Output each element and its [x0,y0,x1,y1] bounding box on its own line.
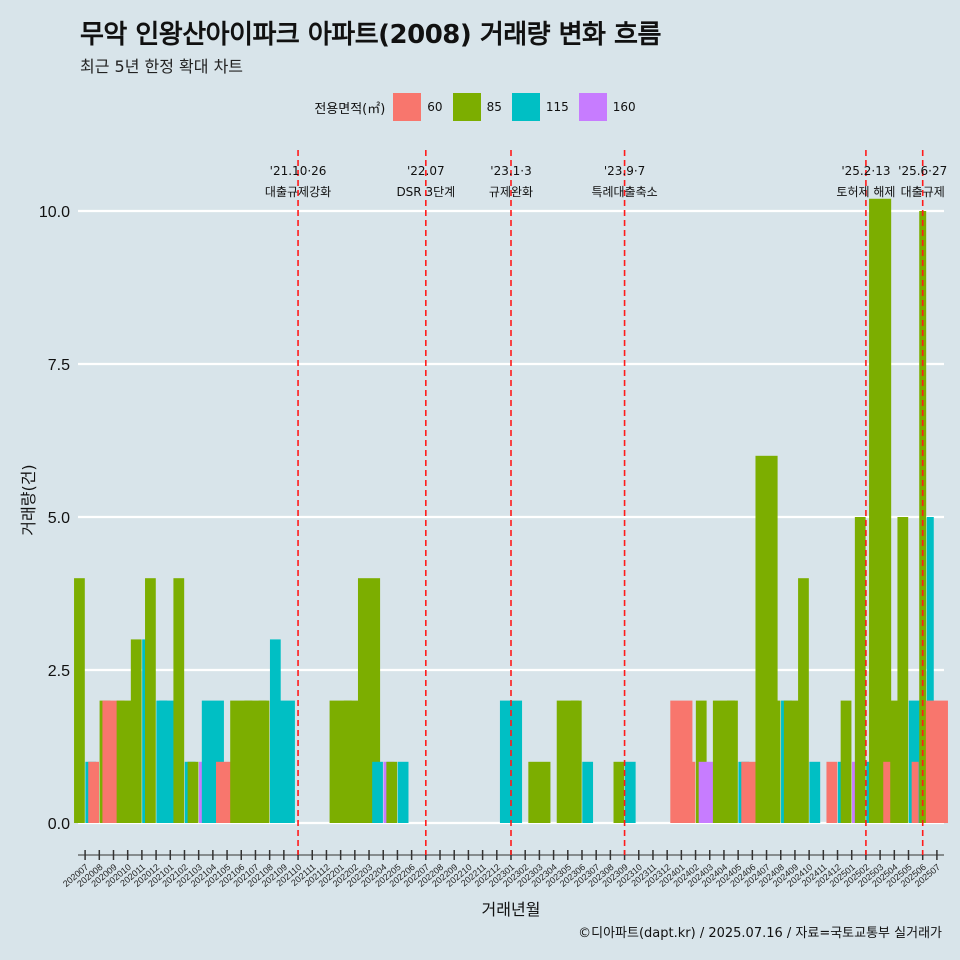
policy-date-3: '23.9·7 [604,164,645,178]
legend-item-160: 160 [578,93,636,121]
policy-label-0: 대출규제강화 [265,185,331,199]
bar-202410-115 [809,761,821,823]
legend-swatch-85 [452,93,481,121]
legend-swatch-60 [393,93,422,121]
bar-202103-85 [187,761,199,823]
legend-label-160: 160 [612,100,636,114]
y-tick-label: 5.0 [48,510,70,527]
bar-202412-60 [826,761,838,823]
bar-202504-85 [890,700,898,823]
bar-202205-85 [386,761,398,823]
bar-202205-115 [397,761,409,823]
bar-202402-60 [684,761,696,823]
legend-label-60: 60 [427,100,443,114]
bar-202204-115 [372,761,383,823]
bar-202011-85 [130,639,142,823]
bar-202306-115 [582,761,594,823]
legend-swatch-160 [578,93,607,121]
y-tick-label: 7.5 [48,357,70,374]
legend: 전용면적(㎡) 60 85 115 160 [0,93,960,121]
y-tick-label: 10.0 [39,204,70,221]
bar-202502-85 [854,517,866,823]
bar-202309-85 [613,761,625,823]
policy-date-0: '21.10·26 [270,164,327,178]
bar-202504-60 [883,761,891,823]
chart-subtitle: 최근 5년 한정 확대 차트 [80,57,244,76]
bar-202505-85 [897,517,909,823]
x-axis-title: 거래년월 [482,900,541,919]
bar-202109-115 [272,700,295,823]
policy-date-4: '25.2·13 [841,164,890,178]
legend-swatch-115 [511,93,540,121]
policy-date-1: '22.07 [407,164,445,178]
bar-202410-85 [798,578,809,823]
bar-202501-85 [840,700,852,823]
policy-label-4: 토허제 해제 [836,185,895,199]
policy-date-2: '23.1·3 [490,164,531,178]
y-axis-title: 거래량(건) [19,464,38,535]
bar-202012-85 [145,578,156,823]
legend-item-115: 115 [511,93,569,121]
policy-label-5: 대출규제 [901,185,945,199]
bar-202303-85 [528,761,551,823]
legend-label-85: 85 [486,100,502,114]
bar-202507-60 [925,700,948,823]
chart-title: 무악 인왕산아이파크 아파트(2008) 거래량 변화 흐름 [80,20,661,50]
legend-item-85: 85 [452,93,502,121]
legend-label-115: 115 [545,100,569,114]
bar-202306-85 [570,700,582,823]
legend-item-60: 60 [393,93,443,121]
bar-202408-85 [769,700,781,823]
bar-202008-60 [88,761,99,823]
bar-202007-85 [74,578,85,823]
policy-date-5: '25.6·27 [898,164,947,178]
bar-202108-85 [258,700,270,823]
y-tick-label: 2.5 [48,663,70,680]
bar-202503-85 [869,198,892,823]
bar-202405-85 [727,700,738,823]
bar-202506-115 [926,517,934,823]
caption: ©디아파트(dapt.kr) / 2025.07.16 / 자료=국토교통부 실… [578,926,942,941]
policy-label-3: 특례대출축소 [591,185,657,199]
bar-202506-85 [919,211,927,823]
policy-label-2: 규제완화 [489,185,533,199]
legend-title: 전용면적(㎡) [314,101,386,117]
y-tick-label: 0.0 [48,816,70,833]
bar-202102-85 [173,578,185,823]
policy-label-1: DSR 3단계 [396,185,455,199]
bar-202506-60 [911,761,919,823]
bar-202309-115 [624,761,636,823]
